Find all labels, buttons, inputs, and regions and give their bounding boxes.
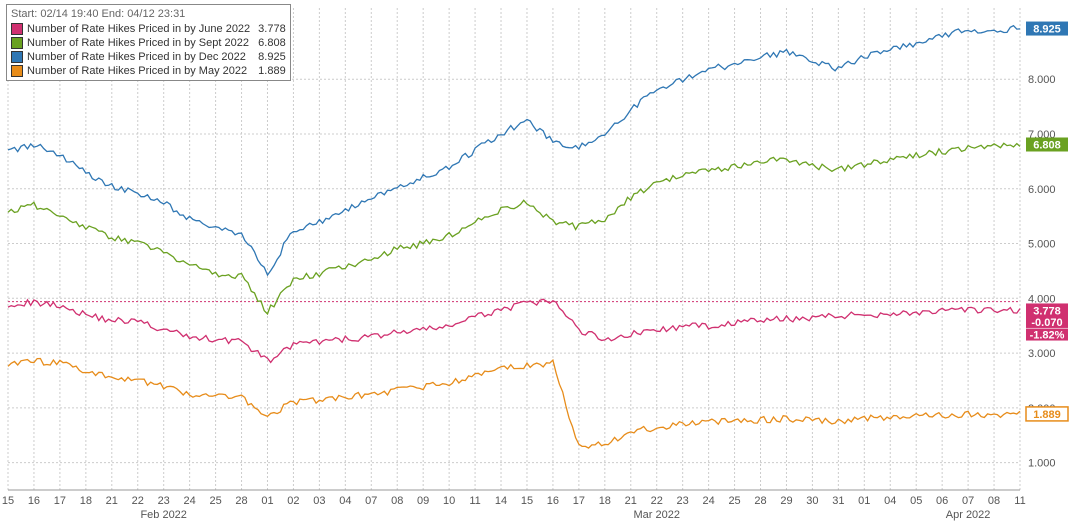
y-tick-label: 1.000 — [1028, 458, 1056, 470]
end-label-text: 1.889 — [1033, 409, 1061, 421]
legend-label: Number of Rate Hikes Priced in by June 2… — [27, 22, 250, 36]
x-month-label: Apr 2022 — [946, 509, 991, 521]
x-tick-label: 16 — [28, 495, 40, 507]
rate-hikes-chart: Start: 02/14 19:40 End: 04/12 23:31 Numb… — [0, 0, 1080, 523]
x-tick-label: 31 — [832, 495, 844, 507]
x-tick-label: 22 — [651, 495, 663, 507]
x-tick-label: 17 — [54, 495, 66, 507]
end-label-text: -0.070 — [1031, 317, 1062, 329]
x-tick-label: 23 — [158, 495, 170, 507]
legend-value: 8.925 — [258, 50, 286, 64]
end-label-text: 6.808 — [1033, 139, 1061, 151]
x-tick-label: 15 — [2, 495, 14, 507]
x-tick-label: 23 — [677, 495, 689, 507]
end-label-text: -1.82% — [1030, 330, 1065, 342]
x-tick-label: 02 — [287, 495, 299, 507]
x-tick-label: 18 — [80, 495, 92, 507]
x-tick-label: 04 — [339, 495, 351, 507]
legend-value: 3.778 — [258, 22, 286, 36]
x-tick-label: 05 — [910, 495, 922, 507]
x-tick-label: 14 — [495, 495, 507, 507]
legend-value: 6.808 — [258, 36, 286, 50]
y-tick-label: 3.000 — [1028, 348, 1056, 360]
x-tick-label: 25 — [209, 495, 221, 507]
x-tick-label: 24 — [184, 495, 196, 507]
x-tick-label: 25 — [728, 495, 740, 507]
x-tick-label: 08 — [391, 495, 403, 507]
legend-label: Number of Rate Hikes Priced in by May 20… — [27, 64, 250, 78]
legend-row: Number of Rate Hikes Priced in by Dec 20… — [11, 50, 286, 64]
x-tick-label: 10 — [443, 495, 455, 507]
y-tick-label: 8.000 — [1028, 74, 1056, 86]
legend-row: Number of Rate Hikes Priced in by June 2… — [11, 22, 286, 36]
series-line — [8, 359, 1020, 449]
x-tick-label: 28 — [754, 495, 766, 507]
x-tick-label: 09 — [417, 495, 429, 507]
y-tick-label: 5.000 — [1028, 239, 1056, 251]
x-tick-label: 17 — [573, 495, 585, 507]
legend-swatch — [11, 23, 23, 35]
legend-label: Number of Rate Hikes Priced in by Dec 20… — [27, 50, 250, 64]
x-tick-label: 18 — [599, 495, 611, 507]
x-month-label: Mar 2022 — [633, 509, 679, 521]
x-tick-label: 03 — [313, 495, 325, 507]
x-tick-label: 01 — [261, 495, 273, 507]
x-tick-label: 28 — [235, 495, 247, 507]
series-line — [8, 143, 1020, 314]
legend-label: Number of Rate Hikes Priced in by Sept 2… — [27, 36, 250, 50]
x-tick-label: 06 — [936, 495, 948, 507]
end-label-text: 3.778 — [1033, 305, 1061, 317]
x-tick-label: 22 — [132, 495, 144, 507]
x-tick-label: 08 — [988, 495, 1000, 507]
x-tick-label: 07 — [365, 495, 377, 507]
x-tick-label: 15 — [521, 495, 533, 507]
x-tick-label: 01 — [858, 495, 870, 507]
x-tick-label: 11 — [469, 495, 480, 507]
legend-value: 1.889 — [258, 64, 286, 78]
legend-swatch — [11, 37, 23, 49]
x-tick-label: 24 — [702, 495, 714, 507]
x-tick-label: 16 — [547, 495, 559, 507]
legend-swatch — [11, 65, 23, 77]
x-tick-label: 30 — [806, 495, 818, 507]
x-tick-label: 21 — [106, 495, 118, 507]
legend-swatch — [11, 51, 23, 63]
y-tick-label: 6.000 — [1028, 184, 1056, 196]
x-month-label: Feb 2022 — [140, 509, 186, 521]
x-tick-label: 04 — [884, 495, 896, 507]
end-label-text: 8.925 — [1033, 24, 1061, 36]
legend-box: Start: 02/14 19:40 End: 04/12 23:31 Numb… — [6, 4, 291, 81]
x-tick-label: 11 — [1014, 495, 1025, 507]
legend-title: Start: 02/14 19:40 End: 04/12 23:31 — [11, 7, 286, 21]
legend-row: Number of Rate Hikes Priced in by Sept 2… — [11, 36, 286, 50]
x-tick-label: 29 — [780, 495, 792, 507]
legend-row: Number of Rate Hikes Priced in by May 20… — [11, 64, 286, 78]
x-tick-label: 21 — [625, 495, 637, 507]
x-tick-label: 07 — [962, 495, 974, 507]
